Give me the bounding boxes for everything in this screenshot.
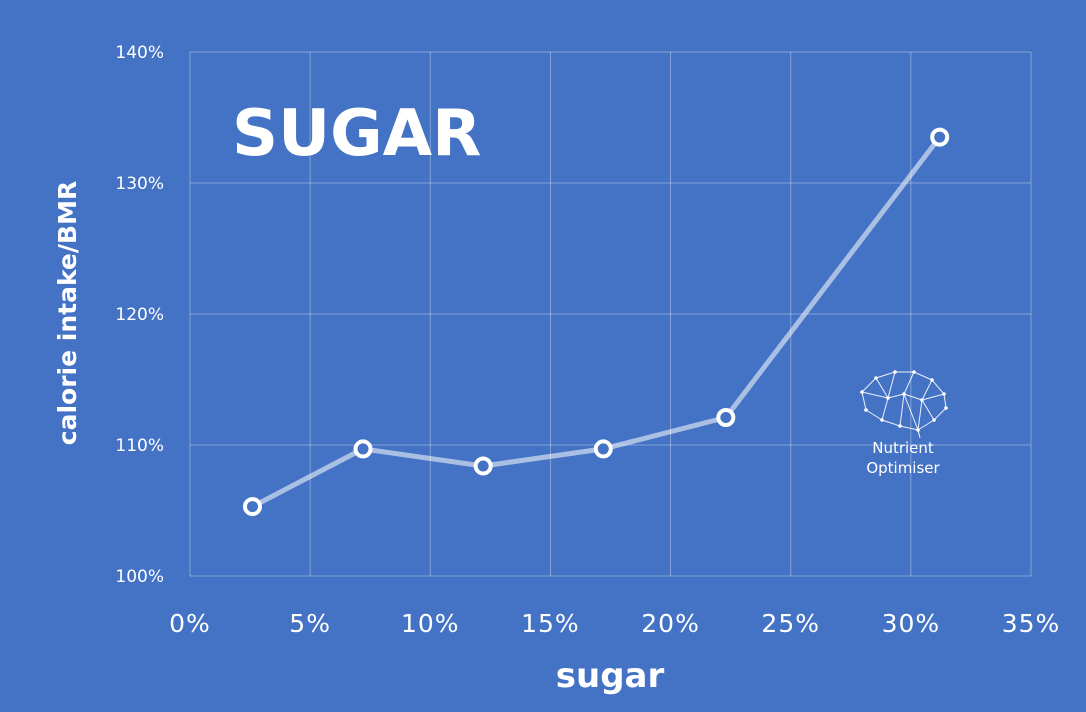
series [242,127,950,517]
y-tick-label: 120% [115,305,164,325]
x-tick-label: 25% [761,609,820,638]
y-tick-label: 100% [115,567,164,587]
y-tick-label: 110% [115,436,164,456]
x-tick-label: 20% [641,609,700,638]
x-tick-label: 30% [882,609,941,638]
brain-network-icon [860,370,948,439]
y-tick-label: 140% [115,43,164,63]
data-point [716,407,736,427]
x-axis-label: sugar [556,656,665,696]
y-axis-label: calorie intake/BMR [53,181,82,445]
x-axis-ticks: 0% 5% 10% 15% 20% 25% 30% 35% [169,609,1061,638]
x-tick-label: 10% [401,609,460,638]
logo-text-line1: Nutrient [872,439,934,457]
x-tick-label: 35% [1002,609,1061,638]
data-point [593,439,613,459]
x-tick-label: 5% [289,609,331,638]
x-tick-label: 15% [521,609,580,638]
x-tick-label: 0% [169,609,211,638]
series-line [250,134,943,510]
chart-title: SUGAR [232,97,481,171]
data-point [473,456,493,476]
y-tick-label: 130% [115,174,164,194]
data-point [242,497,262,517]
data-point [930,127,950,147]
data-point [353,439,373,459]
nutrient-optimiser-logo: Nutrient Optimiser [860,370,948,477]
y-axis-ticks: 100% 110% 120% 130% 140% [115,43,164,587]
logo-text-line2: Optimiser [866,459,940,477]
grid [189,51,1032,577]
